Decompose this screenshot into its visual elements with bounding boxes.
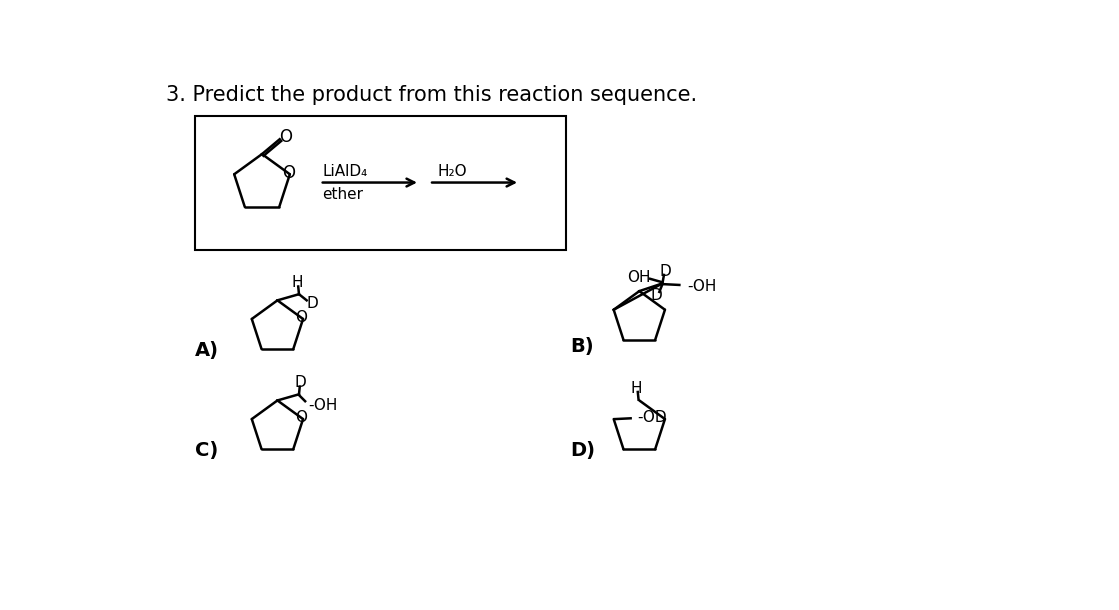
Text: -OH: -OH xyxy=(308,398,338,412)
Text: H₂O: H₂O xyxy=(438,164,468,179)
Text: -OH: -OH xyxy=(687,279,716,294)
Text: OH: OH xyxy=(628,270,651,285)
Text: -OD: -OD xyxy=(637,410,667,425)
Text: D: D xyxy=(650,289,662,303)
Text: O: O xyxy=(295,310,308,325)
Text: D: D xyxy=(294,375,307,390)
Text: H: H xyxy=(292,275,303,290)
Text: D: D xyxy=(307,296,319,311)
Text: 3. Predict the product from this reaction sequence.: 3. Predict the product from this reactio… xyxy=(166,85,697,105)
Text: LiAlD₄: LiAlD₄ xyxy=(322,164,367,179)
Text: O: O xyxy=(280,128,292,146)
Text: B): B) xyxy=(570,337,594,356)
Bar xyxy=(195,115,566,250)
Text: D): D) xyxy=(570,441,595,460)
Text: H: H xyxy=(630,381,642,396)
Text: ether: ether xyxy=(322,187,363,203)
Text: C): C) xyxy=(195,441,218,460)
Text: A): A) xyxy=(195,341,219,360)
Text: D: D xyxy=(659,264,671,279)
Text: O: O xyxy=(282,163,294,182)
Text: O: O xyxy=(295,410,308,425)
